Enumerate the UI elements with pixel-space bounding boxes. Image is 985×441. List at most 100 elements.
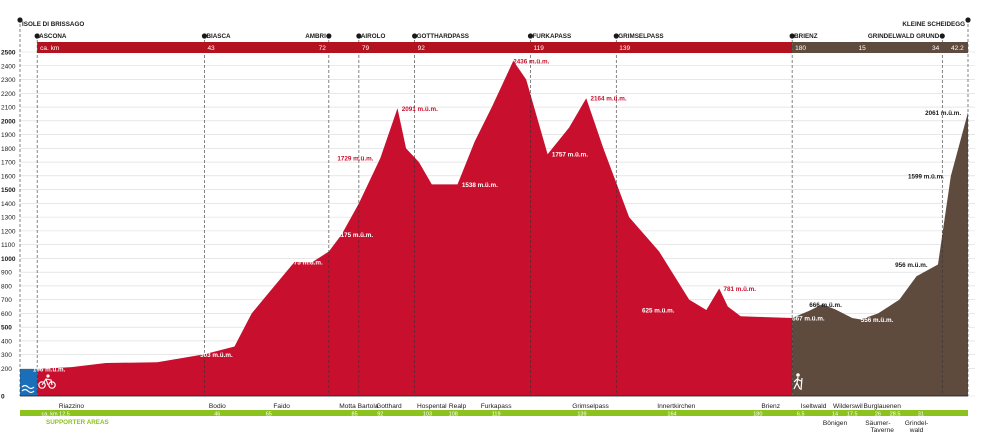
- location-name: GRIMSELPASS: [618, 33, 663, 40]
- supporter-area-name: Gotthard: [376, 403, 402, 410]
- y-tick-label: 400: [1, 338, 12, 345]
- supporter-km-label: 65: [266, 412, 272, 418]
- supporter-km-label: 92: [377, 412, 383, 418]
- supporter-km-label: 139: [577, 412, 586, 418]
- supporter-km-label: 28.5: [890, 412, 901, 418]
- supporter-bar-strip: [20, 410, 968, 416]
- location-name: BIASCA: [206, 33, 231, 40]
- y-tick-label: 2000: [1, 118, 16, 125]
- km-value: 72: [319, 45, 327, 52]
- km-bar-alpine: [792, 42, 968, 53]
- profile-area-red: [37, 60, 793, 397]
- elevation-label: 1175 m.ü.m.: [337, 232, 373, 239]
- swim-wave: [21, 388, 35, 394]
- supporter-km-label: 31: [918, 412, 924, 418]
- elevation-label: 303 m.ü.m.: [200, 352, 233, 359]
- location-name: GOTTHARDPASS: [417, 33, 469, 40]
- bike-rider-head: [46, 374, 50, 378]
- discipline-icons: [21, 373, 803, 394]
- location-name: AIROLO: [361, 33, 386, 40]
- supporter-area-name: Taverne: [870, 427, 894, 434]
- hiker-body: [793, 376, 803, 391]
- y-tick-label: 1200: [1, 228, 16, 235]
- supporter-km-label: 164: [667, 412, 676, 418]
- supporter-km-label: 119: [492, 412, 501, 418]
- elevation-label: 196 m.ü.m.: [33, 367, 66, 374]
- location-name: AMBRI: [305, 33, 326, 40]
- supporter-areas-label: SUPPORTER AREAS: [46, 419, 109, 426]
- supporter-km-label: ca. km 12.5: [41, 412, 69, 418]
- supporter-area-name: Iseltwald: [801, 403, 827, 410]
- supporter-area-name: Bönigen: [823, 420, 848, 427]
- km-value: ca. km: [40, 45, 59, 52]
- y-tick-label: 1600: [1, 173, 16, 180]
- location-dot: [201, 33, 208, 39]
- location-dot: [613, 33, 619, 39]
- supporter-area-name: Brienz: [761, 403, 780, 410]
- y-tick-label: 300: [1, 352, 12, 359]
- location-guides: [19, 24, 969, 396]
- supporter-area-name: Innertkirchen: [657, 403, 695, 410]
- y-tick-label: 1100: [1, 242, 15, 249]
- supporter-area-name: Grindel-: [905, 420, 928, 427]
- supporter-area-name: Hospental: [417, 403, 447, 410]
- location-dot: [412, 33, 418, 39]
- supporter-km-label: 14: [832, 412, 838, 418]
- y-tick-label: 800: [1, 283, 12, 290]
- supporter-area-name: Riazzino: [59, 403, 85, 410]
- y-tick-label: 900: [1, 270, 12, 277]
- hiker-icon: [793, 373, 803, 391]
- location-labels: ISOLE DI BRISSAGO ASCONA BIASCA AMBRI AIROLO…: [17, 17, 971, 40]
- km-value: 15: [858, 45, 866, 52]
- km-value: 139: [619, 45, 630, 52]
- y-tick-label: 0: [1, 394, 5, 401]
- supporter-area-name: Burglauenen: [864, 403, 902, 410]
- y-tick-label: 1900: [1, 132, 16, 139]
- km-value: 79: [362, 45, 370, 52]
- elevation-label: 975 m.ü.m.: [290, 259, 323, 266]
- swim-icon: [21, 384, 35, 394]
- location-name: FURKAPASS: [532, 33, 571, 40]
- km-value: 43: [207, 45, 215, 52]
- elevation-label: 666 m.ü.m.: [809, 302, 842, 309]
- location-dot: [17, 17, 23, 23]
- location-name: ASCONA: [39, 33, 67, 40]
- km-value: 180: [795, 45, 806, 52]
- supporter-area-name: Furkapass: [481, 403, 512, 410]
- supporter-km-label: 103: [423, 412, 432, 418]
- km-value: 42.2: [951, 45, 964, 52]
- location-name: BRIENZ: [794, 33, 818, 40]
- y-tick-label: 500: [1, 325, 12, 332]
- supporter-area-name: Faido: [273, 403, 290, 410]
- km-bar-run: [37, 42, 793, 53]
- bike-icon: [38, 374, 56, 389]
- elevation-label: 1757 m.ü.m.: [552, 152, 588, 159]
- location-dot: [34, 33, 40, 39]
- supporter-area-name: Motta Bartola: [339, 403, 379, 410]
- elevation-label: 2061 m.ü.m.: [925, 110, 961, 117]
- elevation-labels: 196 m.ü.m. 303 m.ü.m. 975 m.ü.m. 1175 m.ü.m…: [33, 58, 962, 373]
- elevation-label: 956 m.ü.m.: [895, 262, 928, 269]
- location-dot: [527, 33, 534, 39]
- y-axis: 0 200 300 400 500 600 700 800 900 1000 1100 1200 130…: [1, 50, 16, 401]
- elevation-label: 2436 m.ü.m.: [513, 58, 549, 65]
- supporter-area-name: Wilderswil: [833, 403, 863, 410]
- y-tick-label: 700: [1, 297, 12, 304]
- y-tick-label: 2500: [1, 50, 16, 57]
- hiker-head: [796, 373, 800, 377]
- supporter-km-label: 180: [753, 412, 762, 418]
- y-tick-label: 1700: [1, 160, 16, 167]
- km-value: 34: [932, 45, 940, 52]
- location-dot: [965, 17, 971, 23]
- bike-wheel: [48, 381, 56, 389]
- location-dot: [326, 33, 332, 39]
- supporter-km-label: 17.5: [847, 412, 858, 418]
- y-tick-label: 600: [1, 311, 12, 318]
- y-tick-label: 1300: [1, 215, 16, 222]
- elevation-label: 781 m.ü.m.: [723, 286, 756, 293]
- location-name: KLEINE SCHEIDEGG: [902, 21, 965, 28]
- bike-frame: [41, 378, 53, 386]
- profile-area-brown: [792, 112, 968, 396]
